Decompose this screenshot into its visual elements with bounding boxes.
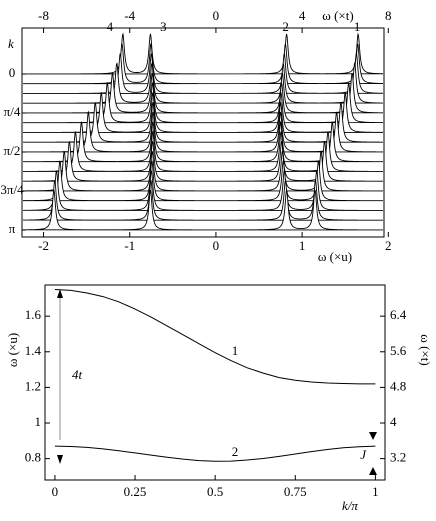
y2-tick-label: 4 bbox=[390, 414, 397, 429]
x-tick-label: -1 bbox=[124, 238, 135, 253]
bottom-frame bbox=[44, 284, 386, 481]
y-tick-label: 1.2 bbox=[25, 378, 41, 393]
peak-label: 3 bbox=[160, 19, 167, 34]
y-tick-label: 0 bbox=[9, 65, 16, 80]
arrows bbox=[57, 289, 377, 475]
peak-label: 2 bbox=[282, 19, 289, 34]
bottom-x-label: k/π bbox=[342, 498, 358, 513]
bottom-y2-label: ω (×t) bbox=[418, 334, 433, 365]
x-tick-label: 1 bbox=[372, 484, 379, 499]
spectrum-trace bbox=[22, 130, 384, 172]
annotation: J bbox=[360, 447, 367, 462]
top-x-label: ω (×u) bbox=[318, 249, 352, 264]
top-y-label: k bbox=[8, 36, 14, 51]
x-tick-label: 2 bbox=[385, 238, 392, 253]
x-tick-label: 0.25 bbox=[124, 484, 147, 499]
spectrum-trace bbox=[22, 141, 384, 182]
y-tick-label: 1 bbox=[35, 414, 42, 429]
x-tick-label: 1 bbox=[299, 238, 306, 253]
peak-label: 1 bbox=[354, 19, 361, 34]
y2-tick-label: 3.2 bbox=[390, 450, 406, 465]
spectrum-trace bbox=[22, 170, 384, 211]
y2-tick-label: 4.8 bbox=[390, 378, 406, 393]
band-line bbox=[54, 445, 376, 462]
x-tick-label: -2 bbox=[38, 238, 49, 253]
x2-tick-label: 4 bbox=[299, 8, 306, 23]
spectrum-trace bbox=[22, 62, 384, 104]
x-tick-label: 0 bbox=[213, 238, 220, 253]
y2-tick-label: 5.6 bbox=[390, 343, 407, 358]
top-x2-label: ω (×t) bbox=[322, 8, 353, 23]
y-tick-label: 1.4 bbox=[25, 343, 42, 358]
spectrum-trace bbox=[22, 32, 384, 75]
spectrum-trace bbox=[22, 91, 384, 133]
spectrum-trace bbox=[22, 179, 384, 221]
x-tick-label: 0 bbox=[52, 484, 59, 499]
peak-label: 4 bbox=[107, 19, 114, 34]
annotation: 4t bbox=[72, 367, 83, 382]
x2-tick-label: 8 bbox=[385, 8, 392, 23]
bottom-y-label: ω (×u) bbox=[5, 333, 20, 367]
spectrum-trace bbox=[22, 72, 384, 114]
spectrum-trace bbox=[22, 53, 384, 94]
spectrum-trace bbox=[22, 43, 384, 85]
x2-tick-label: -8 bbox=[38, 8, 49, 23]
top-frame bbox=[21, 27, 385, 238]
x-tick-label: 0.5 bbox=[207, 484, 223, 499]
series-label: 2 bbox=[232, 444, 239, 459]
y-tick-label: π bbox=[9, 221, 16, 236]
y-tick-label: π/4 bbox=[4, 104, 21, 119]
y-tick-label: 0.8 bbox=[25, 450, 41, 465]
y-tick-label: 1.6 bbox=[25, 307, 42, 322]
x2-tick-label: -4 bbox=[124, 8, 135, 23]
x2-tick-label: 0 bbox=[213, 8, 220, 23]
x-tick-label: 0.75 bbox=[284, 484, 307, 499]
spectrum-trace bbox=[22, 189, 384, 231]
y2-tick-label: 6.4 bbox=[390, 307, 407, 322]
y-tick-label: 3π/4 bbox=[0, 182, 24, 197]
band-line bbox=[54, 288, 376, 385]
series-label: 1 bbox=[232, 343, 239, 358]
y-tick-label: π/2 bbox=[4, 143, 21, 158]
